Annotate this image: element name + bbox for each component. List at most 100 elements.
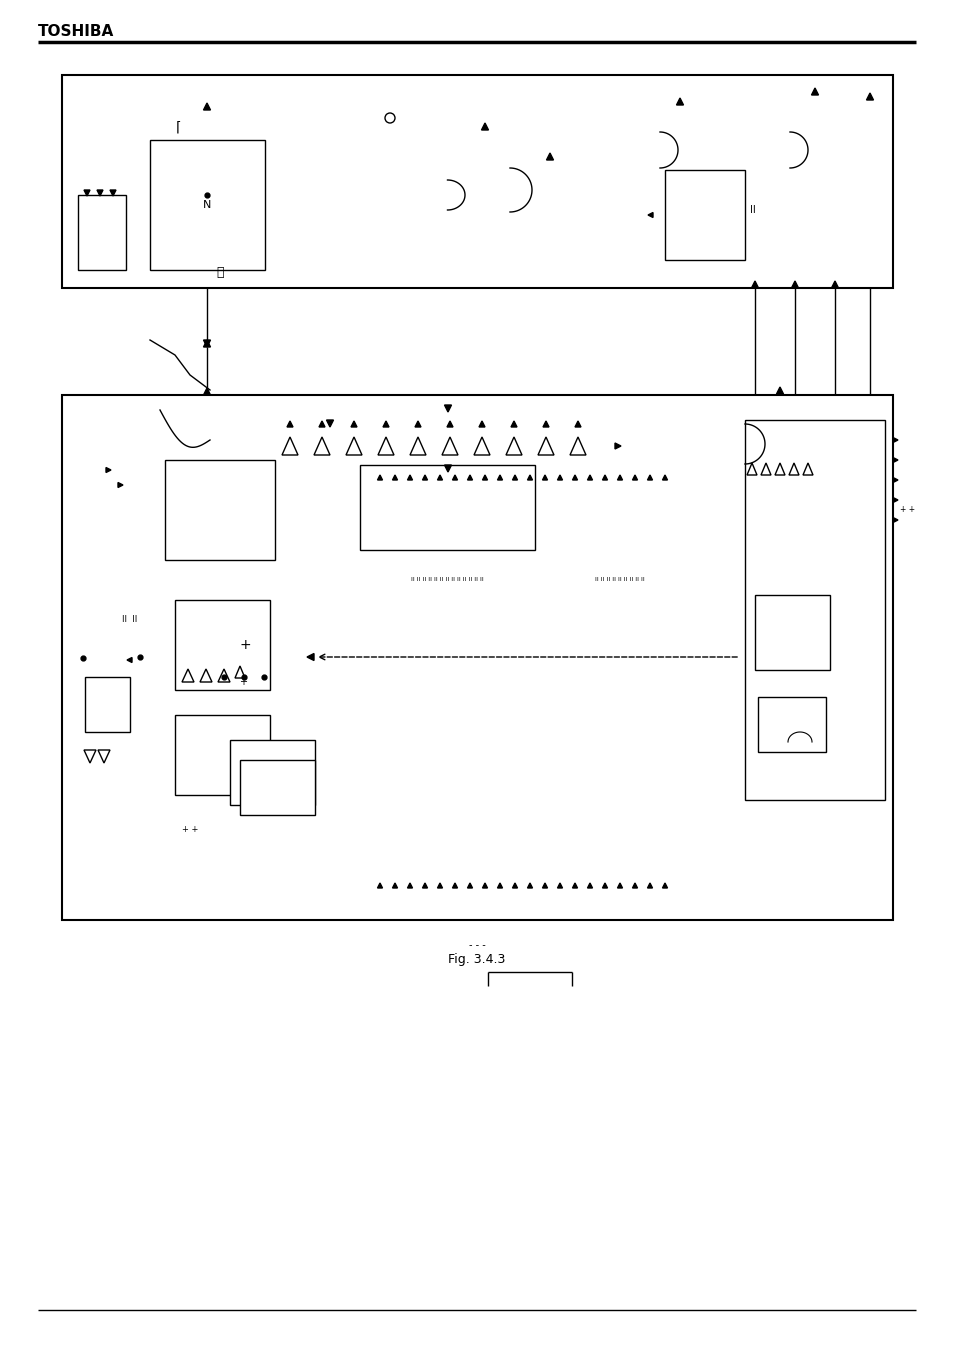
Polygon shape	[467, 475, 472, 481]
Polygon shape	[602, 883, 607, 888]
Polygon shape	[127, 657, 132, 663]
Polygon shape	[392, 883, 397, 888]
Polygon shape	[542, 475, 547, 481]
Polygon shape	[811, 88, 818, 94]
Text: II II II II II II II II II II II II II: II II II II II II II II II II II II II	[410, 578, 483, 582]
Polygon shape	[84, 190, 90, 196]
Polygon shape	[422, 475, 427, 481]
Polygon shape	[481, 123, 488, 130]
Polygon shape	[203, 103, 211, 109]
Bar	[62, 396, 892, 919]
Polygon shape	[478, 421, 484, 427]
Polygon shape	[557, 475, 562, 481]
Polygon shape	[572, 883, 577, 888]
Polygon shape	[831, 281, 838, 288]
Text: + +: + +	[899, 505, 914, 514]
Polygon shape	[452, 883, 457, 888]
Text: +: +	[239, 676, 247, 687]
Polygon shape	[106, 467, 111, 472]
Bar	[359, 566, 669, 795]
Polygon shape	[542, 883, 547, 888]
Bar	[664, 170, 744, 261]
Polygon shape	[307, 653, 314, 660]
Polygon shape	[661, 883, 667, 888]
Polygon shape	[632, 883, 637, 888]
Polygon shape	[647, 883, 652, 888]
Polygon shape	[415, 421, 420, 427]
Text: - - -: - - -	[468, 940, 485, 950]
Polygon shape	[482, 883, 487, 888]
Bar	[62, 76, 892, 288]
Bar	[744, 420, 884, 801]
Polygon shape	[892, 498, 897, 502]
Polygon shape	[497, 475, 502, 481]
Polygon shape	[351, 421, 356, 427]
Polygon shape	[776, 387, 782, 394]
Polygon shape	[527, 883, 532, 888]
Bar	[758, 697, 825, 752]
Bar	[359, 464, 535, 549]
Bar	[78, 194, 126, 270]
Polygon shape	[587, 475, 592, 481]
Bar	[754, 595, 829, 670]
Text: II  II: II II	[122, 616, 137, 625]
Polygon shape	[497, 883, 502, 888]
Polygon shape	[203, 387, 211, 396]
Text: N: N	[203, 200, 211, 211]
Polygon shape	[447, 421, 453, 427]
Polygon shape	[542, 421, 548, 427]
Polygon shape	[382, 421, 389, 427]
Polygon shape	[287, 421, 293, 427]
Text: II: II	[749, 205, 755, 215]
Polygon shape	[546, 153, 553, 161]
Polygon shape	[444, 464, 451, 472]
Text: +: +	[239, 639, 251, 652]
Polygon shape	[203, 340, 211, 347]
Polygon shape	[452, 475, 457, 481]
Polygon shape	[326, 420, 334, 427]
Polygon shape	[467, 883, 472, 888]
Polygon shape	[512, 475, 517, 481]
Polygon shape	[97, 190, 103, 196]
Polygon shape	[865, 93, 873, 100]
Polygon shape	[791, 281, 798, 288]
Polygon shape	[575, 421, 580, 427]
Text: ⌈: ⌈	[175, 122, 180, 135]
Polygon shape	[511, 421, 517, 427]
Bar	[150, 140, 265, 270]
Polygon shape	[118, 482, 123, 487]
Polygon shape	[444, 405, 451, 412]
Polygon shape	[617, 883, 622, 888]
Polygon shape	[647, 212, 652, 217]
Bar	[174, 599, 270, 690]
Polygon shape	[318, 421, 325, 427]
Polygon shape	[676, 99, 682, 105]
Polygon shape	[437, 475, 442, 481]
Polygon shape	[572, 475, 577, 481]
Polygon shape	[892, 458, 897, 463]
Polygon shape	[512, 883, 517, 888]
Polygon shape	[892, 517, 897, 522]
Text: ⌣: ⌣	[216, 266, 224, 278]
Polygon shape	[377, 883, 382, 888]
Polygon shape	[602, 475, 607, 481]
Bar	[85, 676, 130, 732]
Polygon shape	[482, 475, 487, 481]
Polygon shape	[407, 883, 412, 888]
Polygon shape	[422, 883, 427, 888]
Polygon shape	[617, 475, 622, 481]
Text: Fig. 3.4.3: Fig. 3.4.3	[448, 953, 505, 967]
Text: TOSHIBA: TOSHIBA	[38, 24, 114, 39]
Bar	[174, 716, 270, 795]
Bar	[240, 760, 314, 815]
Polygon shape	[615, 443, 620, 450]
Text: II II II II II II II II II: II II II II II II II II II	[595, 578, 644, 582]
Polygon shape	[892, 478, 897, 482]
Polygon shape	[203, 340, 211, 347]
Polygon shape	[110, 190, 116, 196]
Bar	[230, 740, 314, 805]
Polygon shape	[527, 475, 532, 481]
Polygon shape	[392, 475, 397, 481]
Polygon shape	[751, 281, 758, 288]
Polygon shape	[892, 437, 897, 443]
